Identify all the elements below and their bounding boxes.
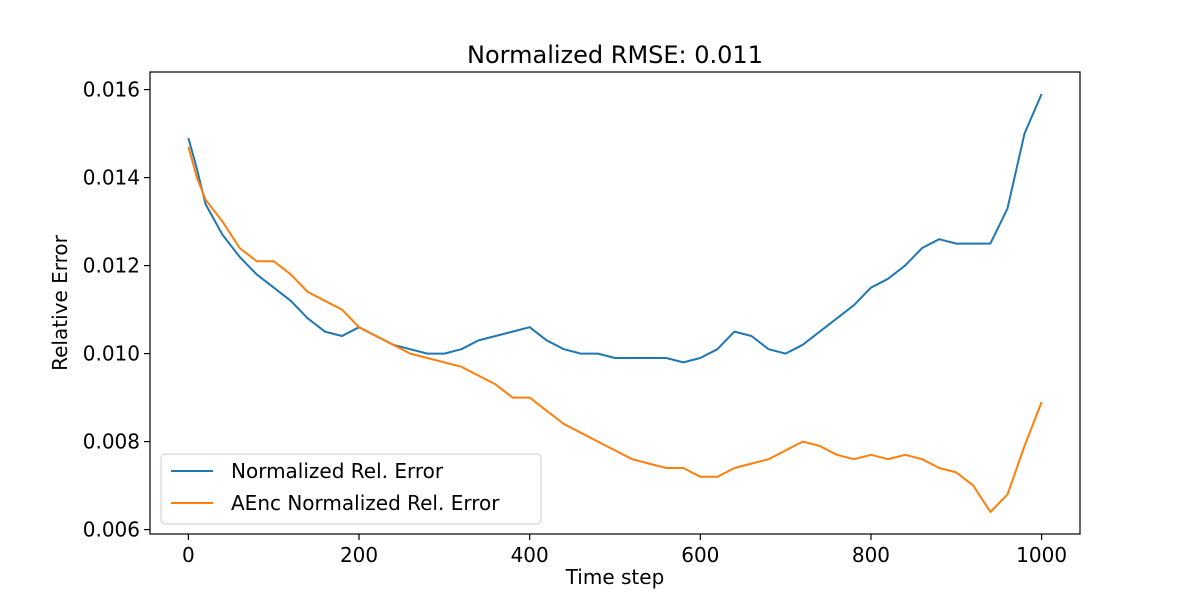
y-tick-label: 0.014 xyxy=(83,166,140,190)
x-tick-label: 800 xyxy=(852,543,890,567)
legend: Normalized Rel. Error AEnc Normalized Rel… xyxy=(160,453,542,525)
y-tick-label: 0.010 xyxy=(83,342,140,366)
x-tick-label: 600 xyxy=(681,543,719,567)
legend-label: AEnc Normalized Rel. Error xyxy=(231,491,500,515)
y-tick-label: 0.006 xyxy=(83,518,140,542)
x-tick-label: 0 xyxy=(182,543,195,567)
x-tick-label: 400 xyxy=(511,543,549,567)
plot-lines xyxy=(187,93,1043,513)
x-tick-label: 1000 xyxy=(1016,543,1067,567)
legend-box xyxy=(160,453,542,525)
chart-title: Normalized RMSE: 0.011 xyxy=(467,41,763,69)
y-tick-label: 0.016 xyxy=(83,78,140,102)
x-axis-label: Time step xyxy=(565,565,665,589)
y-tick-label: 0.012 xyxy=(83,254,140,278)
series-line-2 xyxy=(187,146,1043,513)
x-tick-label: 200 xyxy=(340,543,378,567)
series-line-1 xyxy=(187,93,1043,364)
y-tick-label: 0.008 xyxy=(83,430,140,454)
y-axis: 0.006 0.008 0.010 0.012 0.014 0.016 xyxy=(83,78,150,542)
y-axis-label: Relative Error xyxy=(48,234,72,371)
legend-label: Normalized Rel. Error xyxy=(231,459,444,483)
plot-frame xyxy=(149,71,1081,535)
x-axis: 0 200 400 600 800 1000 xyxy=(182,534,1067,567)
